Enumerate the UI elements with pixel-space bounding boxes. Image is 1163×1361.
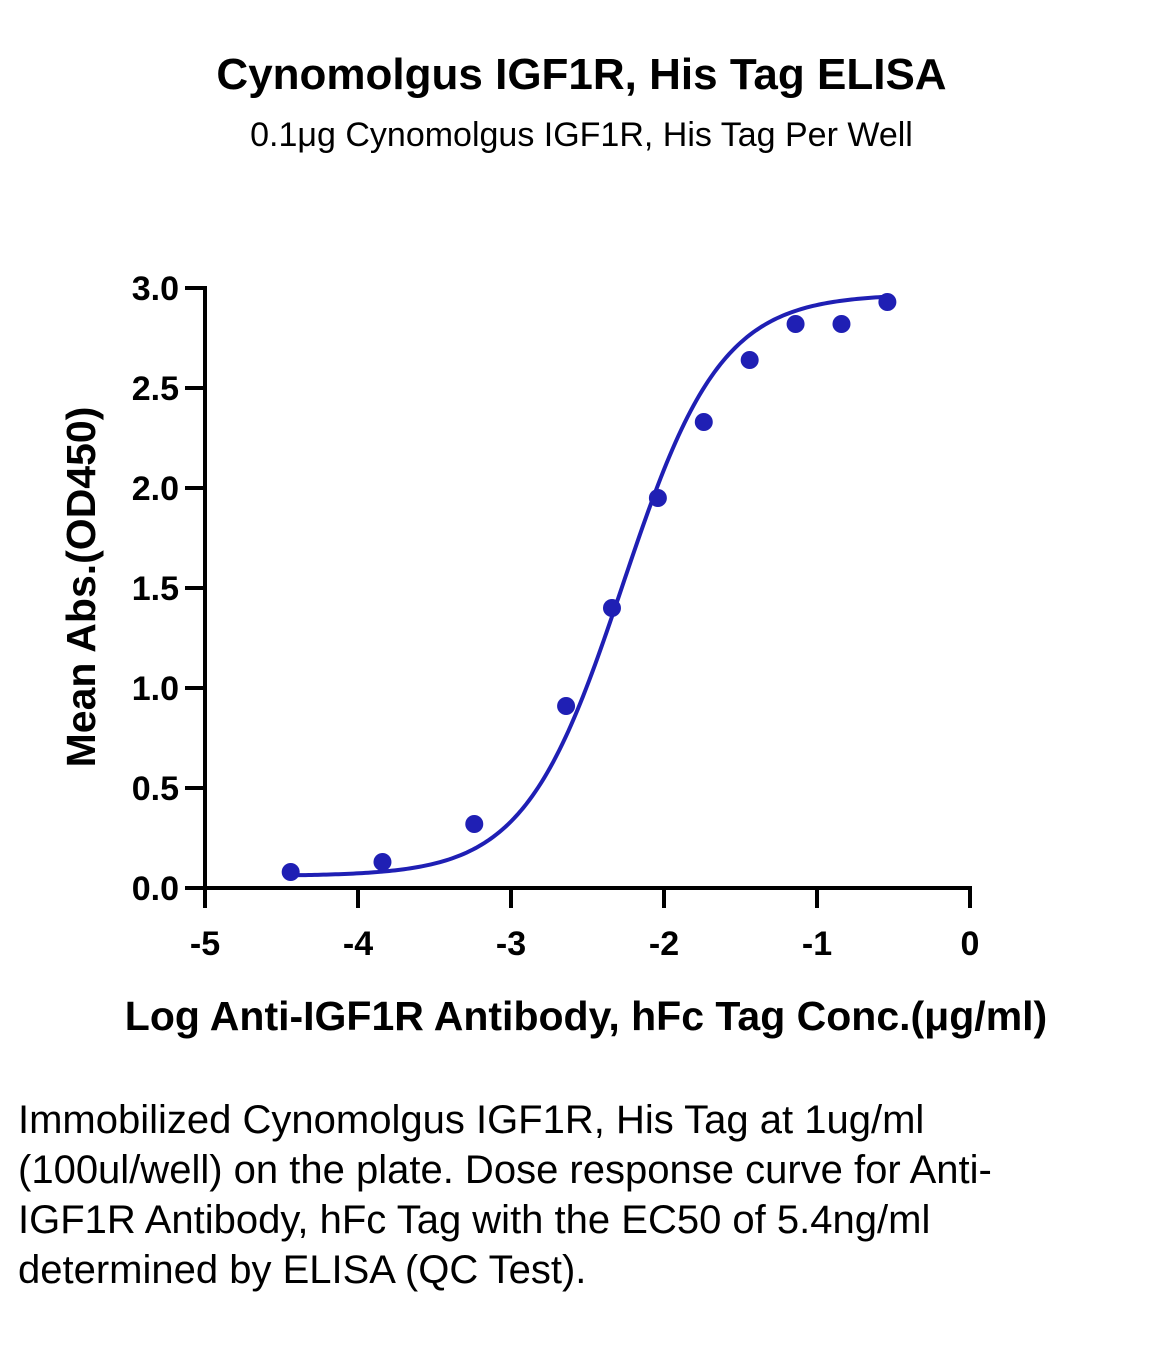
y-tick-label: 2.0 — [132, 470, 179, 508]
y-tick-label: 2.5 — [132, 370, 179, 408]
y-tick-label: 3.0 — [132, 270, 179, 308]
chart-subtitle: 0.1μg Cynomolgus IGF1R, His Tag Per Well — [250, 116, 913, 154]
data-point — [832, 315, 851, 333]
axes — [203, 286, 972, 890]
y-tick-label: 1.5 — [132, 570, 179, 608]
data-point — [557, 697, 576, 715]
x-tick-label: -4 — [343, 925, 373, 963]
data-point — [465, 815, 484, 833]
data-point — [878, 293, 897, 311]
elisa-chart: 0.0 0.5 1.0 1.5 2.0 2.5 3.0 -5 -4 -3 -2 -1 0 Mean A… — [58, 270, 1047, 1039]
figure-caption: Immobilized Cynomolgus IGF1R, His Tag at… — [18, 1098, 992, 1292]
data-point — [694, 413, 713, 431]
data-point — [786, 315, 805, 333]
x-axis-label: Log Anti-IGF1R Antibody, hFc Tag Conc.(μ… — [125, 993, 1047, 1039]
data-point — [373, 853, 392, 871]
x-tick-label: -1 — [802, 925, 832, 963]
fit-curve — [290, 294, 888, 878]
data-point — [740, 351, 759, 369]
x-tick-label: 0 — [961, 925, 980, 963]
x-tick-label: -2 — [649, 925, 679, 963]
y-axis-label: Mean Abs.(OD450) — [58, 407, 104, 768]
y-tick-label: 1.0 — [132, 670, 179, 708]
y-ticks: 0.0 0.5 1.0 1.5 2.0 2.5 3.0 — [132, 270, 205, 908]
data-point — [602, 599, 621, 617]
data-point — [281, 863, 300, 881]
data-point — [648, 489, 667, 507]
chart-title: Cynomolgus IGF1R, His Tag ELISA — [216, 50, 947, 99]
x-ticks: -5 -4 -3 -2 -1 0 — [190, 888, 980, 963]
y-tick-label: 0.0 — [132, 870, 179, 908]
x-tick-label: -5 — [190, 925, 220, 963]
data-points — [281, 293, 897, 881]
x-tick-label: -3 — [496, 925, 526, 963]
y-tick-label: 0.5 — [132, 770, 179, 808]
